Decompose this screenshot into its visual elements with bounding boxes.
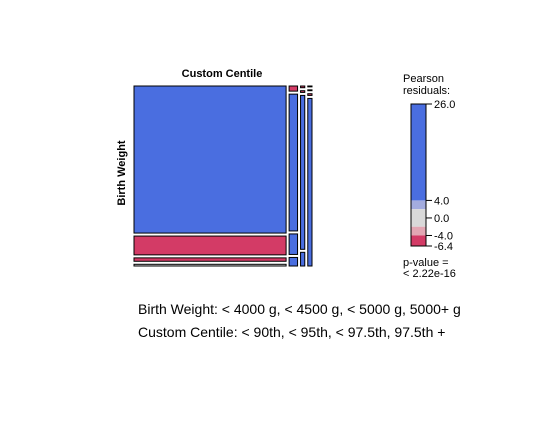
mosaic-cell-r3-c4 [307, 93, 313, 96]
mosaic-cell-r4-c1 [133, 263, 287, 267]
legend-title-line-2: residuals: [403, 85, 450, 97]
row-categories-caption: Birth Weight: < 4000 g, < 4500 g, < 5000… [138, 301, 461, 317]
legend-tick-label-2: 4.0 [434, 195, 449, 207]
mosaic-cell-r3-c2 [288, 233, 299, 255]
mosaic-cell-r3-c3 [300, 94, 306, 250]
legend-band-4 [411, 226, 426, 236]
mosaic-cell-r3-c1 [133, 257, 287, 262]
p-value-label: p-value = [403, 257, 449, 269]
mosaic-cell-r1-c2 [288, 85, 299, 92]
legend-ticks: 26.0 4.0 0.0 -4.0-6.4 [426, 99, 455, 253]
legend-tick-label-1: 26.0 [434, 99, 455, 111]
legend-tick-label-4: -4.0 [434, 230, 453, 242]
legend-bar-outline [410, 103, 427, 247]
legend-band-1 [411, 104, 426, 201]
mosaic-cell-r2-c2 [288, 93, 299, 232]
legend-band-5 [411, 235, 426, 246]
legend-title-line-1: Pearson [403, 73, 444, 85]
mosaic-cell-r1-c4 [307, 85, 313, 88]
column-categories-caption: Custom Centile: < 90th, < 95th, < 97.5th… [138, 324, 446, 340]
legend-band-3 [411, 209, 426, 227]
residual-legend: Pearson residuals: 26.0 4.0 0.0 -4.0-6.4 p-… [403, 73, 456, 280]
mosaic-cell-r1-c1 [133, 85, 287, 234]
mosaic-cell-r4-c2 [288, 256, 299, 267]
mosaic-cell-r2-c4 [307, 89, 313, 92]
mosaic-cell-r2-c1 [133, 235, 287, 256]
legend-tick-label-3: 0.0 [434, 213, 449, 225]
mosaic-cell-r4-c3 [300, 251, 306, 267]
mosaic-cells [133, 85, 313, 267]
mosaic-cell-r1-c3 [300, 85, 306, 89]
p-value-value: < 2.22e-16 [403, 268, 456, 280]
mosaic-cell-r2-c3 [300, 90, 306, 93]
legend-tick-label-5: -6.4 [434, 241, 453, 253]
mosaic-cell-r4-c4 [307, 97, 313, 267]
y-axis-label: Birth Weight [116, 140, 128, 206]
legend-band-2 [411, 200, 426, 210]
legend-color-bar [410, 103, 427, 247]
chart-title: Custom Centile [182, 68, 263, 80]
